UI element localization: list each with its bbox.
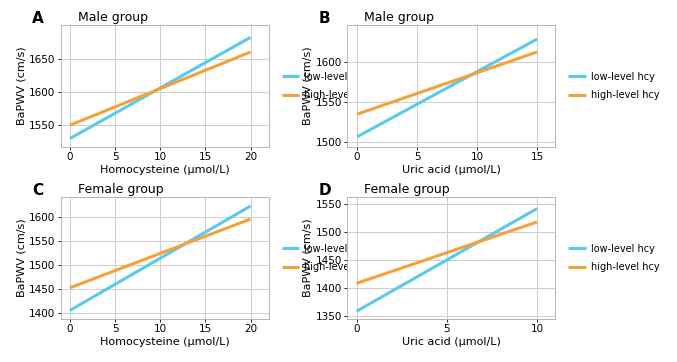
Y-axis label: BaPWV (cm/s): BaPWV (cm/s) xyxy=(16,219,26,297)
X-axis label: Uric acid (μmol/L): Uric acid (μmol/L) xyxy=(402,165,501,175)
Y-axis label: BaPWV (cm/s): BaPWV (cm/s) xyxy=(303,47,313,125)
Y-axis label: BaPWV (cm/s): BaPWV (cm/s) xyxy=(16,47,26,125)
Legend: low-level UA, high-level UA: low-level UA, high-level UA xyxy=(282,72,369,100)
Text: A: A xyxy=(32,11,43,26)
Text: B: B xyxy=(318,11,330,26)
Legend: low-level hcy, high-level hcy: low-level hcy, high-level hcy xyxy=(568,244,659,272)
Legend: low-level hcy, high-level hcy: low-level hcy, high-level hcy xyxy=(568,72,659,100)
X-axis label: Homocysteine (μmol/L): Homocysteine (μmol/L) xyxy=(100,337,230,347)
Legend: low-level UA, high-level UA: low-level UA, high-level UA xyxy=(282,244,369,272)
Text: Male group: Male group xyxy=(78,11,148,24)
Text: Female group: Female group xyxy=(78,183,163,196)
X-axis label: Uric acid (μmol/L): Uric acid (μmol/L) xyxy=(402,337,501,347)
Text: D: D xyxy=(318,183,331,198)
Text: Male group: Male group xyxy=(364,11,434,24)
Y-axis label: BaPWV (cm/s): BaPWV (cm/s) xyxy=(303,219,313,297)
Text: C: C xyxy=(32,183,43,198)
Text: Female group: Female group xyxy=(364,183,450,196)
X-axis label: Homocysteine (μmol/L): Homocysteine (μmol/L) xyxy=(100,165,230,175)
